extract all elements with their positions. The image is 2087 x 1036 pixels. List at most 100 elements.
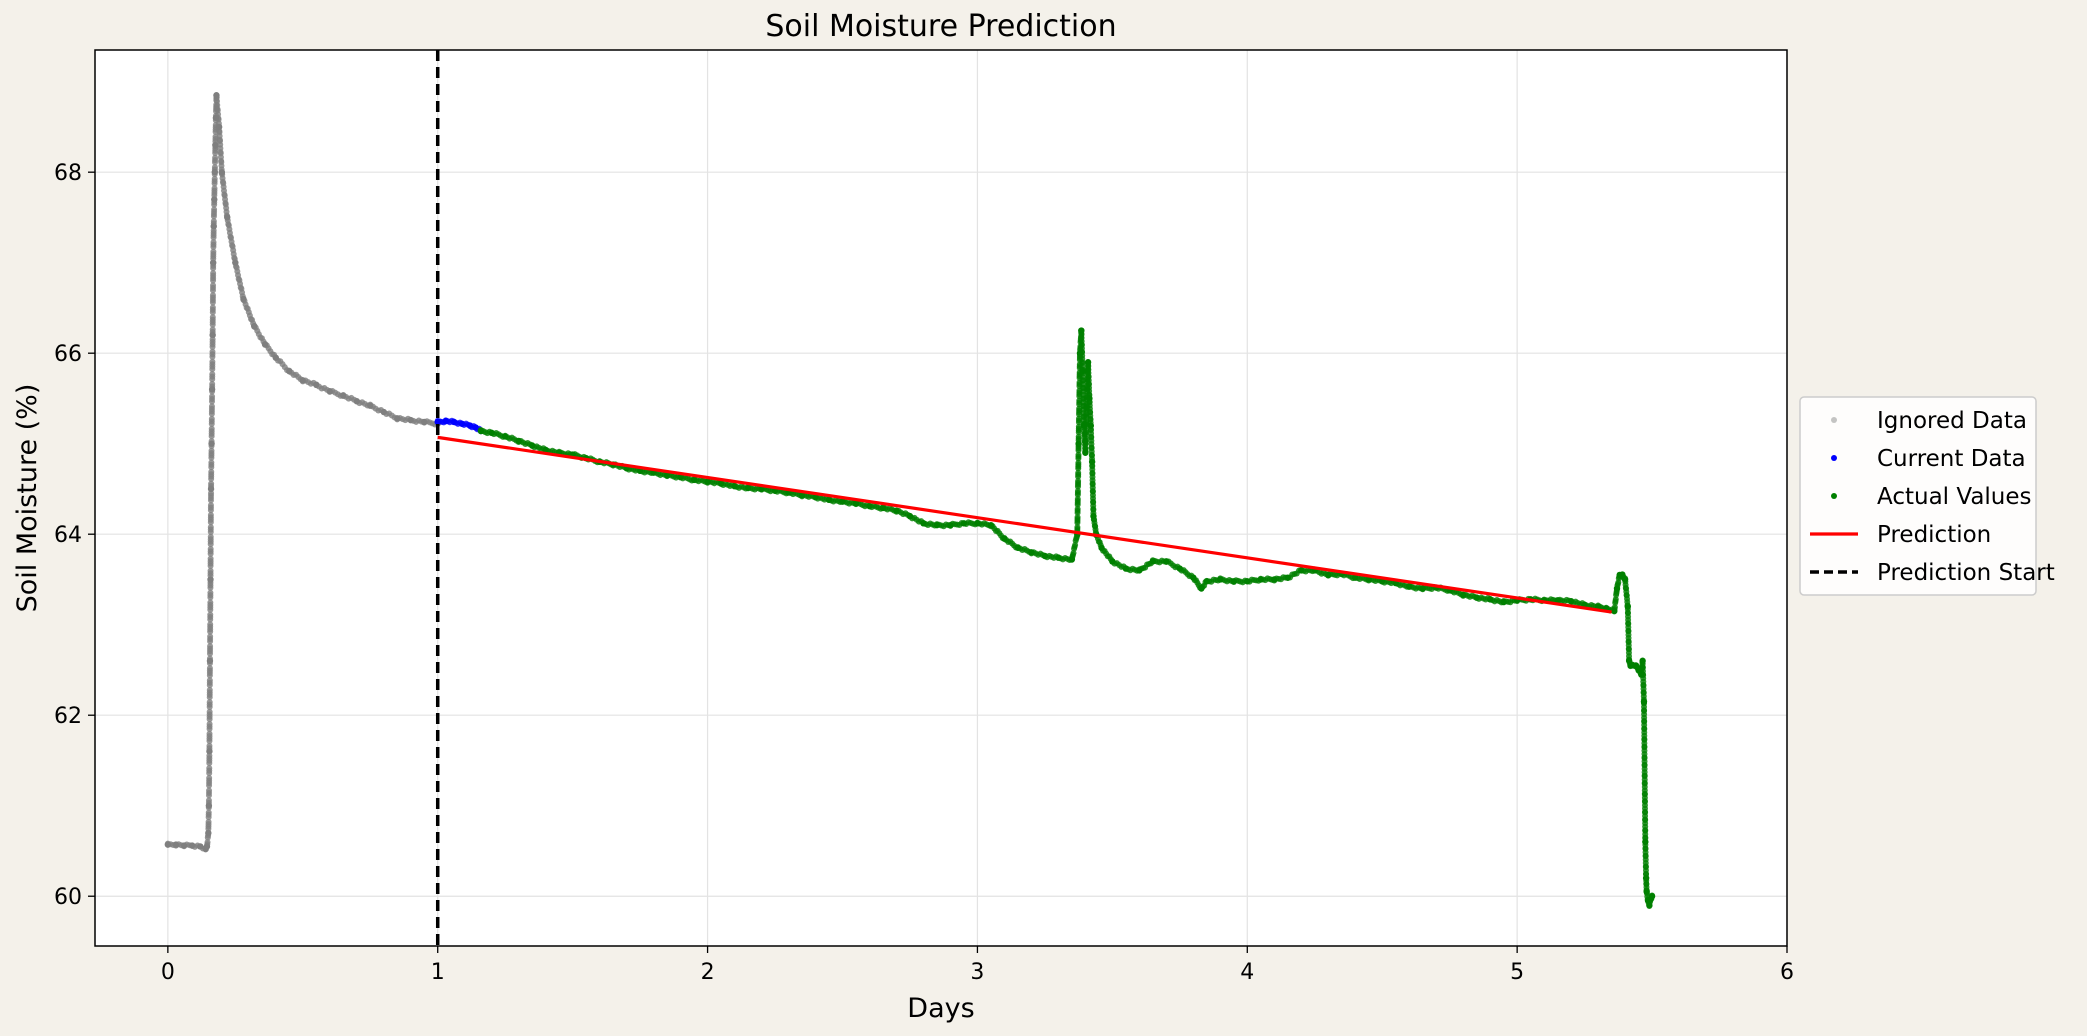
data-point xyxy=(879,504,887,512)
data-point xyxy=(210,282,217,289)
data-point xyxy=(434,418,441,426)
data-point xyxy=(1080,422,1088,429)
y-tick-label: 68 xyxy=(54,161,82,186)
data-point xyxy=(164,841,172,848)
data-point xyxy=(1554,597,1561,604)
data-point xyxy=(1352,574,1359,581)
data-point xyxy=(1028,549,1035,556)
data-point xyxy=(206,657,214,665)
x-tick-label: 4 xyxy=(1240,960,1254,985)
data-point xyxy=(1090,512,1097,520)
data-point xyxy=(1074,496,1081,503)
data-point xyxy=(206,687,213,694)
series-layer xyxy=(164,50,1656,946)
data-point xyxy=(209,314,216,321)
data-point xyxy=(1083,427,1090,434)
data-point xyxy=(207,524,214,531)
data-point xyxy=(717,480,725,487)
data-point xyxy=(731,483,738,490)
data-point xyxy=(207,576,214,583)
data-point xyxy=(1190,574,1197,581)
data-point xyxy=(1230,578,1237,585)
data-point xyxy=(1074,514,1081,521)
data-point xyxy=(1298,567,1305,574)
data-point xyxy=(207,485,215,493)
data-point xyxy=(209,393,216,400)
data-point xyxy=(1082,435,1089,442)
data-point xyxy=(1084,359,1092,366)
data-point xyxy=(206,708,213,715)
data-point xyxy=(206,677,213,684)
data-point xyxy=(893,507,900,514)
data-point xyxy=(251,322,258,330)
data-point xyxy=(209,358,216,365)
data-point xyxy=(1325,571,1332,579)
data-point xyxy=(1639,657,1646,665)
data-point xyxy=(215,123,223,131)
series-ignored-data xyxy=(164,92,441,853)
data-point xyxy=(211,168,219,176)
data-point xyxy=(326,388,333,395)
data-point xyxy=(207,643,214,650)
data-point xyxy=(528,442,536,449)
data-point xyxy=(210,239,217,246)
data-point xyxy=(205,802,213,809)
data-point xyxy=(207,567,214,574)
plot-area xyxy=(95,50,1787,946)
data-point xyxy=(205,809,212,816)
legend-label: Actual Values xyxy=(1877,484,2032,510)
data-point xyxy=(1086,395,1093,402)
data-point xyxy=(1244,578,1251,585)
data-point xyxy=(1098,544,1105,551)
data-point xyxy=(206,665,213,672)
legend-item-actual-values: Actual Values xyxy=(1831,484,2032,510)
chart-title: Soil Moisture Prediction xyxy=(765,9,1116,44)
plot-frame xyxy=(94,49,1788,947)
y-tick-label: 62 xyxy=(54,704,82,729)
legend-label: Ignored Data xyxy=(1877,408,2027,434)
data-point xyxy=(1621,576,1629,583)
data-point xyxy=(367,402,374,409)
data-point xyxy=(218,168,226,176)
data-point xyxy=(209,304,216,311)
data-point xyxy=(407,416,414,424)
data-point xyxy=(207,611,214,618)
data-point xyxy=(1611,607,1618,615)
data-point xyxy=(1612,596,1619,603)
data-point xyxy=(1646,902,1653,909)
data-point xyxy=(477,427,485,435)
data-point xyxy=(211,175,218,182)
x-tick-label: 6 xyxy=(1780,960,1794,985)
series-prediction xyxy=(437,435,1612,614)
data-point xyxy=(974,520,981,527)
data-point xyxy=(1459,591,1467,599)
data-point xyxy=(1074,506,1081,513)
data-point xyxy=(1001,535,1008,542)
data-point xyxy=(1642,874,1650,882)
data-point xyxy=(209,348,216,355)
data-point xyxy=(1076,415,1083,422)
data-point xyxy=(207,502,214,509)
data-point xyxy=(839,498,846,505)
data-point xyxy=(690,476,698,484)
data-point xyxy=(442,417,450,425)
data-point xyxy=(960,520,968,527)
data-point xyxy=(1642,838,1649,846)
legend-item-prediction: Prediction xyxy=(1810,522,1991,548)
data-point xyxy=(1075,469,1082,476)
data-point xyxy=(197,843,204,850)
data-point xyxy=(188,842,196,849)
data-point xyxy=(1074,487,1081,494)
data-point xyxy=(209,331,216,339)
data-point xyxy=(1079,368,1086,375)
data-point xyxy=(1284,574,1291,581)
legend-box xyxy=(1799,396,2037,596)
data-point xyxy=(313,381,320,389)
x-tick-label: 3 xyxy=(970,960,984,985)
data-point xyxy=(208,459,215,466)
data-point xyxy=(1014,544,1022,551)
data-point xyxy=(1078,327,1085,334)
data-point xyxy=(212,154,219,161)
data-point xyxy=(207,621,214,628)
